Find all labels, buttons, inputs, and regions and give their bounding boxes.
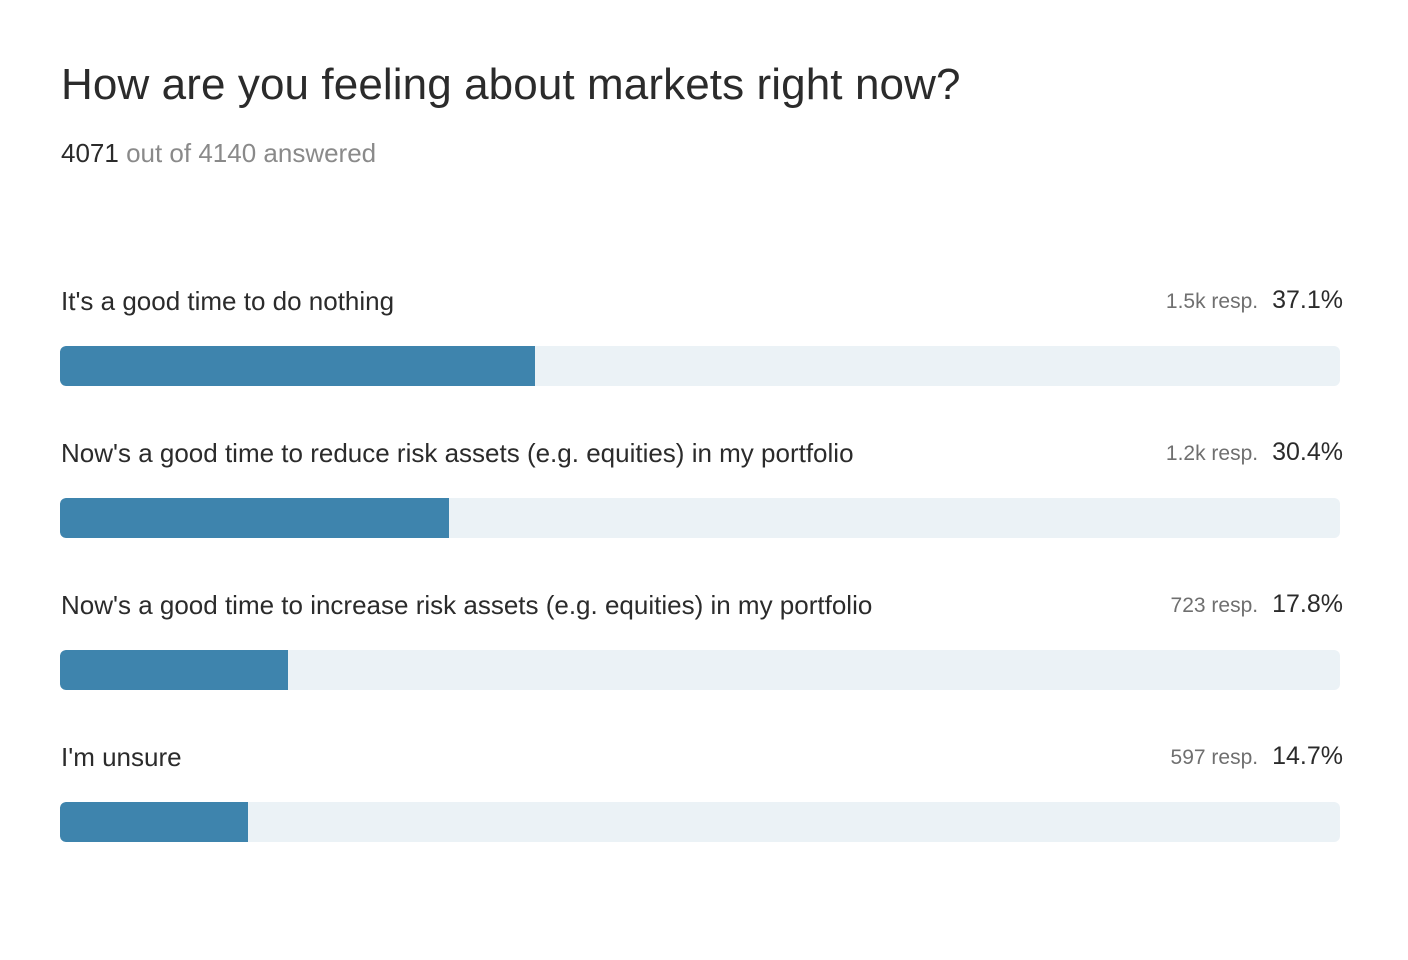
response-count: 597 resp. [1170,746,1259,769]
bar-fill [60,650,288,690]
option-stats: 597 resp. 14.7% [1171,742,1343,771]
response-count: 1.5k resp. [1165,290,1259,313]
option-label: It's a good time to do nothing [61,286,395,316]
percent-label: 37.1% [1272,286,1343,314]
poll-options: It's a good time to do nothing 1.5k resp.… [60,280,1343,888]
bar-fill [60,802,249,842]
bar-track [60,802,1340,842]
option-stats: 1.5k resp. 37.1% [1166,286,1343,315]
option-label: Now's a good time to reduce risk assets … [61,438,854,468]
percent-label: 14.7% [1272,742,1343,770]
option-stats: 1.2k resp. 30.4% [1166,438,1343,467]
percent-label: 30.4% [1272,438,1343,466]
bar-track [60,346,1340,386]
bar-fill [60,346,535,386]
bar-fill [60,498,450,538]
answered-summary: 4071 out of 4140 answered [61,138,376,169]
poll-option-do-nothing: It's a good time to do nothing 1.5k resp.… [60,280,1343,432]
poll-option-increase-risk: Now's a good time to increase risk asset… [60,584,1343,736]
response-count: 723 resp. [1170,594,1259,617]
bar-track [60,498,1340,538]
response-count: 1.2k resp. [1165,442,1259,465]
poll-option-reduce-risk: Now's a good time to reduce risk assets … [60,432,1343,584]
option-label: I'm unsure [61,742,182,772]
answered-count: 4071 [61,138,119,168]
option-label: Now's a good time to increase risk asset… [61,590,873,620]
poll-option-unsure: I'm unsure 597 resp. 14.7% [60,736,1343,888]
answered-total-text: out of 4140 answered [118,138,377,168]
bar-track [60,650,1340,690]
poll-title: How are you feeling about markets right … [61,60,961,109]
option-stats: 723 resp. 17.8% [1171,590,1343,619]
percent-label: 17.8% [1272,590,1343,618]
